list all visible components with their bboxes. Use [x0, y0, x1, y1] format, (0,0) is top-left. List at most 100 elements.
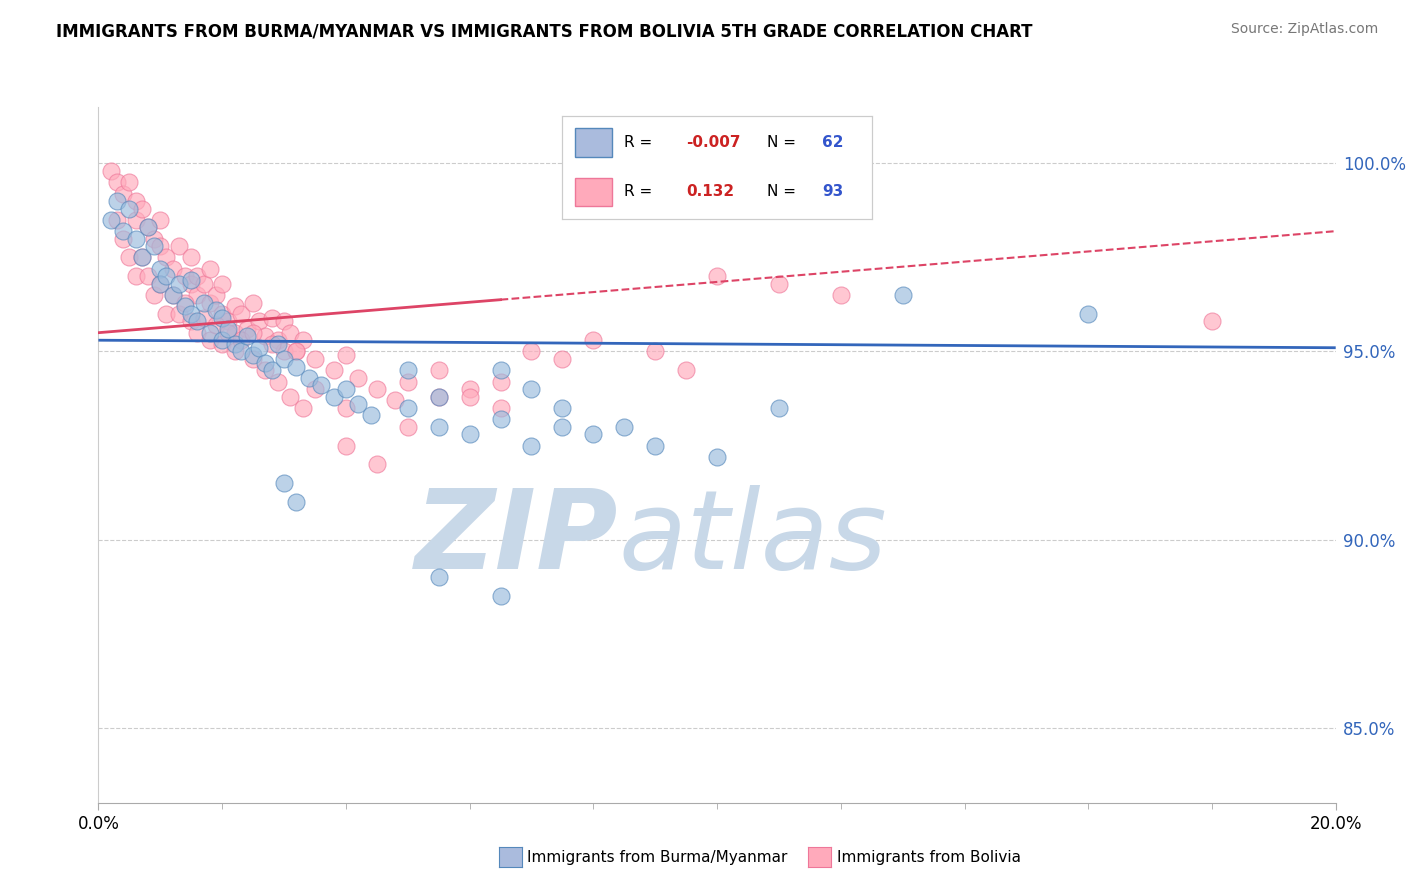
Text: ZIP: ZIP [415, 485, 619, 592]
Point [149, 277, 172, 291]
Point [267, 337, 290, 351]
Point [100, 164, 122, 178]
Text: R =: R = [624, 185, 652, 200]
Point [489, 401, 512, 415]
Text: 62: 62 [823, 135, 844, 150]
Text: 0.132: 0.132 [686, 185, 734, 200]
Point [254, 329, 277, 343]
Point [891, 288, 914, 302]
Point [112, 224, 135, 238]
Point [131, 202, 153, 216]
Point [180, 277, 202, 291]
Point [149, 239, 172, 253]
Point [706, 450, 728, 464]
Point [260, 337, 283, 351]
Point [335, 438, 357, 452]
Point [186, 314, 208, 328]
Bar [575, 128, 612, 157]
Point [427, 390, 450, 404]
Point [193, 277, 215, 291]
Point [211, 307, 233, 321]
Point [335, 348, 357, 362]
Point [247, 314, 270, 328]
Point [335, 401, 357, 415]
Point [100, 212, 122, 227]
Text: N =: N = [766, 185, 796, 200]
Point [229, 333, 252, 347]
Point [229, 307, 252, 321]
Text: Source: ZipAtlas.com: Source: ZipAtlas.com [1230, 22, 1378, 37]
Point [489, 412, 512, 426]
Text: 93: 93 [823, 185, 844, 200]
Point [167, 277, 190, 291]
Point [582, 427, 605, 442]
Point [211, 337, 233, 351]
Point [149, 212, 172, 227]
Point [396, 363, 419, 377]
Point [644, 344, 666, 359]
Point [551, 401, 574, 415]
Point [366, 458, 388, 472]
Text: Immigrants from Burma/Myanmar: Immigrants from Burma/Myanmar [527, 850, 787, 864]
Point [273, 351, 295, 366]
Point [186, 269, 208, 284]
Point [198, 333, 221, 347]
Point [273, 344, 295, 359]
Point [224, 344, 246, 359]
Point [706, 269, 728, 284]
Point [143, 288, 166, 302]
Point [675, 363, 697, 377]
Point [768, 401, 790, 415]
Point [458, 382, 481, 396]
Point [242, 326, 264, 340]
Point [520, 382, 543, 396]
Point [644, 438, 666, 452]
Point [193, 310, 215, 325]
Point [242, 351, 264, 366]
Point [582, 333, 605, 347]
Point [118, 251, 141, 265]
Point [489, 363, 512, 377]
Point [347, 371, 370, 385]
Point [458, 427, 481, 442]
Point [224, 326, 246, 340]
Point [489, 589, 512, 603]
Point [180, 307, 202, 321]
Point [830, 288, 852, 302]
Text: Immigrants from Bolivia: Immigrants from Bolivia [837, 850, 1021, 864]
Point [551, 351, 574, 366]
Point [304, 382, 326, 396]
Point [162, 288, 184, 302]
Point [309, 378, 332, 392]
Point [427, 390, 450, 404]
Point [242, 295, 264, 310]
Point [322, 363, 344, 377]
Point [149, 261, 172, 276]
Point [186, 326, 208, 340]
Point [613, 419, 636, 434]
Point [267, 375, 290, 389]
Point [205, 318, 228, 333]
Point [112, 186, 135, 201]
Text: atlas: atlas [619, 485, 887, 592]
Point [396, 401, 419, 415]
Point [360, 409, 382, 423]
Point [285, 359, 308, 374]
Point [198, 295, 221, 310]
Text: IMMIGRANTS FROM BURMA/MYANMAR VS IMMIGRANTS FROM BOLIVIA 5TH GRADE CORRELATION C: IMMIGRANTS FROM BURMA/MYANMAR VS IMMIGRA… [56, 22, 1033, 40]
Bar [575, 178, 612, 206]
Point [489, 375, 512, 389]
Point [167, 307, 190, 321]
Point [551, 419, 574, 434]
Point [124, 212, 146, 227]
Point [224, 337, 246, 351]
Point [236, 329, 259, 343]
Point [136, 220, 159, 235]
Point [118, 175, 141, 189]
Point [224, 299, 246, 313]
Point [180, 314, 202, 328]
Point [285, 344, 308, 359]
Point [112, 232, 135, 246]
Point [260, 363, 283, 377]
Point [124, 232, 146, 246]
